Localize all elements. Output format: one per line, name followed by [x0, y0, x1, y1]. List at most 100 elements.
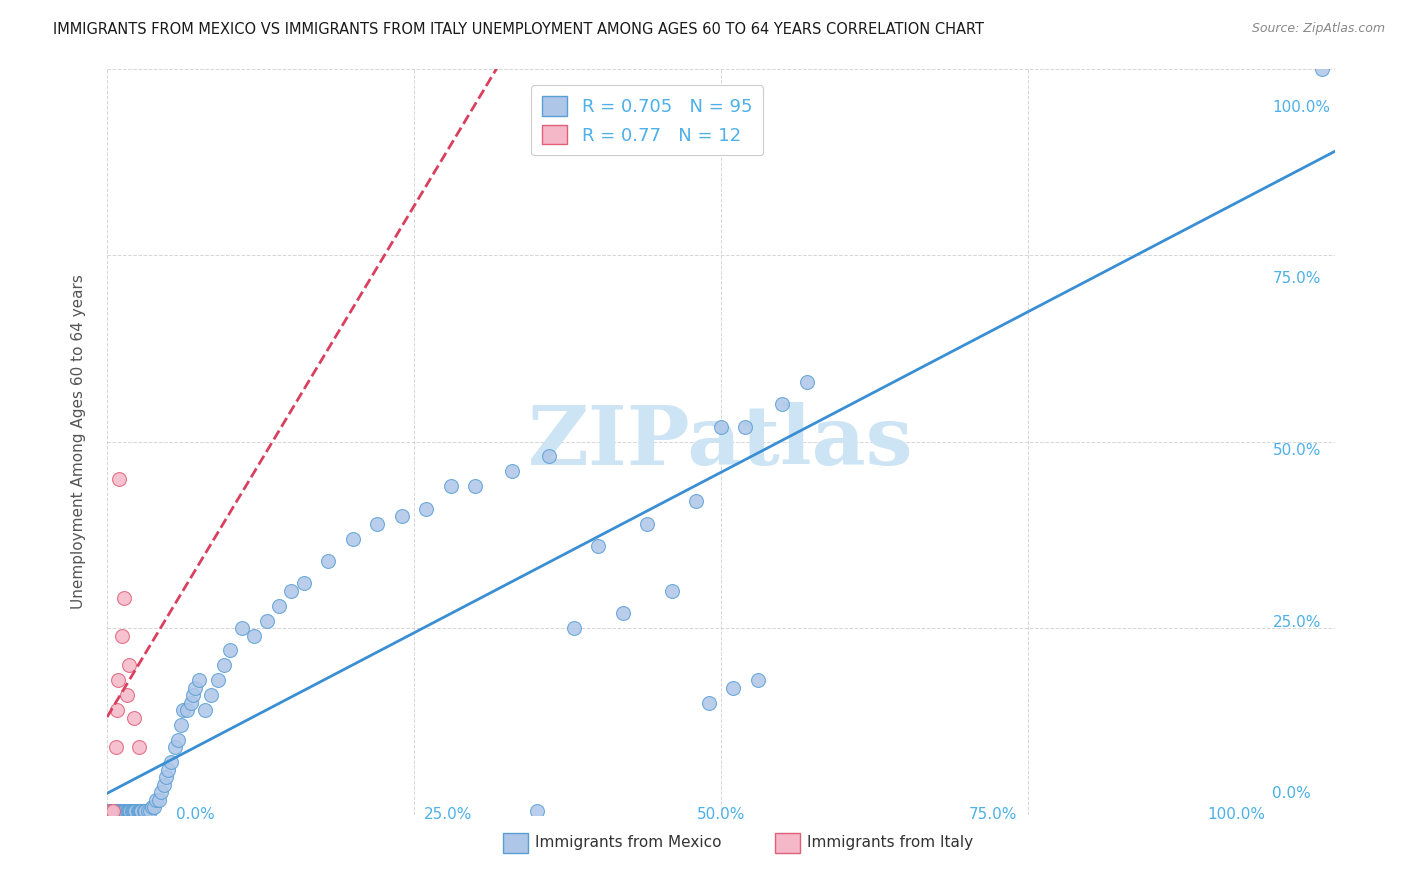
Text: Immigrants from Italy: Immigrants from Italy	[807, 836, 973, 850]
Point	[98, 804, 121, 818]
Point	[103, 804, 125, 818]
Point	[1312, 62, 1334, 76]
Point	[139, 804, 162, 818]
Point	[108, 804, 131, 818]
Point	[103, 804, 125, 818]
Point	[112, 804, 135, 818]
Point	[103, 804, 125, 818]
Point	[243, 628, 266, 642]
Point	[142, 800, 165, 814]
Point	[105, 804, 128, 818]
Point	[121, 804, 143, 818]
Point	[176, 703, 198, 717]
Point	[101, 804, 124, 818]
Point	[145, 792, 167, 806]
Point	[128, 740, 150, 755]
Point	[612, 606, 634, 620]
Text: 100.0%: 100.0%	[1208, 807, 1265, 822]
Point	[391, 509, 413, 524]
Point	[155, 770, 177, 784]
Point	[104, 740, 127, 755]
Point	[122, 710, 145, 724]
Point	[200, 688, 222, 702]
Point	[115, 688, 138, 702]
Point	[697, 696, 720, 710]
Point	[132, 804, 155, 818]
Text: 0.0%: 0.0%	[1272, 787, 1312, 801]
Point	[231, 621, 253, 635]
Point	[115, 804, 138, 818]
Point	[128, 804, 150, 818]
Point	[108, 804, 131, 818]
Text: 75.0%: 75.0%	[1272, 271, 1320, 286]
Text: 25.0%: 25.0%	[425, 807, 472, 822]
Point	[118, 804, 141, 818]
Point	[108, 472, 131, 486]
Point	[111, 628, 134, 642]
Point	[104, 804, 127, 818]
Point	[586, 539, 609, 553]
Point	[100, 804, 122, 818]
Text: 0.0%: 0.0%	[176, 807, 215, 822]
Text: IMMIGRANTS FROM MEXICO VS IMMIGRANTS FROM ITALY UNEMPLOYMENT AMONG AGES 60 TO 64: IMMIGRANTS FROM MEXICO VS IMMIGRANTS FRO…	[53, 22, 984, 37]
Point	[160, 756, 183, 770]
Point	[134, 804, 156, 818]
Point	[105, 703, 128, 717]
Point	[256, 614, 278, 628]
Text: 25.0%: 25.0%	[1272, 615, 1320, 630]
Point	[710, 419, 733, 434]
Point	[292, 576, 315, 591]
Point	[105, 804, 128, 818]
Point	[685, 494, 707, 508]
Point	[148, 792, 170, 806]
Legend: R = 0.705   N = 95, R = 0.77   N = 12: R = 0.705 N = 95, R = 0.77 N = 12	[531, 85, 763, 155]
Point	[107, 673, 129, 688]
Point	[218, 643, 240, 657]
Text: Source: ZipAtlas.com: Source: ZipAtlas.com	[1251, 22, 1385, 36]
Point	[184, 681, 207, 695]
Point	[141, 800, 163, 814]
Point	[129, 804, 152, 818]
Point	[131, 804, 153, 818]
Point	[103, 804, 125, 818]
Point	[124, 804, 146, 818]
Point	[103, 804, 125, 818]
Point	[97, 804, 120, 818]
Point	[111, 804, 134, 818]
Point	[98, 804, 121, 818]
Text: 75.0%: 75.0%	[969, 807, 1017, 822]
Text: ZIPatlas: ZIPatlas	[529, 401, 914, 482]
Point	[194, 703, 217, 717]
Point	[537, 450, 560, 464]
Point	[207, 673, 229, 688]
Point	[181, 688, 204, 702]
Point	[526, 804, 548, 818]
Point	[188, 673, 211, 688]
Point	[721, 681, 744, 695]
Point	[114, 804, 136, 818]
Point	[267, 599, 290, 613]
Point	[136, 804, 159, 818]
Point	[100, 804, 122, 818]
Point	[316, 554, 339, 568]
Point	[112, 591, 135, 606]
Point	[770, 397, 793, 411]
Point	[172, 703, 194, 717]
Text: 50.0%: 50.0%	[1272, 443, 1320, 458]
Text: Immigrants from Mexico: Immigrants from Mexico	[536, 836, 721, 850]
Point	[661, 583, 683, 598]
Point	[280, 583, 302, 598]
Point	[366, 516, 388, 531]
Point	[101, 804, 124, 818]
Point	[796, 375, 818, 389]
Point	[112, 804, 135, 818]
Point	[440, 479, 463, 493]
Point	[636, 516, 658, 531]
Point	[120, 804, 142, 818]
Point	[163, 740, 186, 755]
Point	[734, 419, 756, 434]
Point	[107, 804, 129, 818]
Point	[121, 804, 143, 818]
Point	[107, 804, 129, 818]
Point	[103, 804, 125, 818]
